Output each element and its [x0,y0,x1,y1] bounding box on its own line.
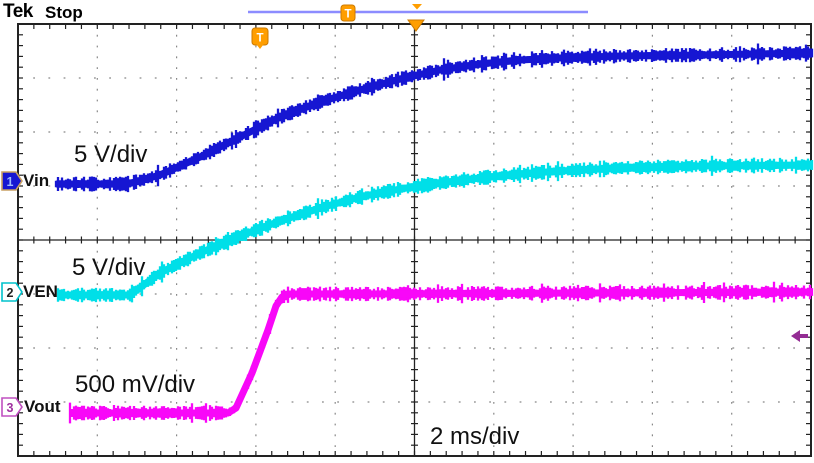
vout-scale-annotation: 500 mV/div [75,371,196,398]
vin-scale-annotation: 5 V/div [74,141,148,168]
svg-text:2: 2 [7,286,14,300]
channel3-label: Vout [24,397,61,416]
channel2-label: VEN [23,282,58,301]
trigger-time-triangle [407,19,425,32]
channel-badge-2: 2 [1,282,23,302]
trace-core-vout [70,288,813,417]
timebase-annotation: 2 ms/div [430,423,520,450]
svg-text:T: T [256,33,263,45]
channel1-label: Vin [23,171,50,190]
svg-text:3: 3 [7,401,14,415]
channel-badge-1: 1 [1,171,23,191]
trace-ven [56,155,814,303]
ven-scale-annotation: 5 V/div [72,254,146,281]
trace-vout [68,281,814,424]
svg-text:T: T [344,9,351,21]
trace-core-ven [58,161,813,299]
trigger-point-badge: T [251,27,269,49]
record-bar-position-triangle [412,4,422,10]
right-edge-reference-arrow [791,330,808,342]
svg-text:1: 1 [7,175,14,189]
graticule [17,23,812,457]
record-bar-trigger-badge: T [340,4,356,22]
tek-logo: Tek [3,1,33,22]
channel-badge-3: 3 [1,397,23,417]
trace-core-vin [56,49,813,188]
acquisition-status: Stop [45,3,83,22]
